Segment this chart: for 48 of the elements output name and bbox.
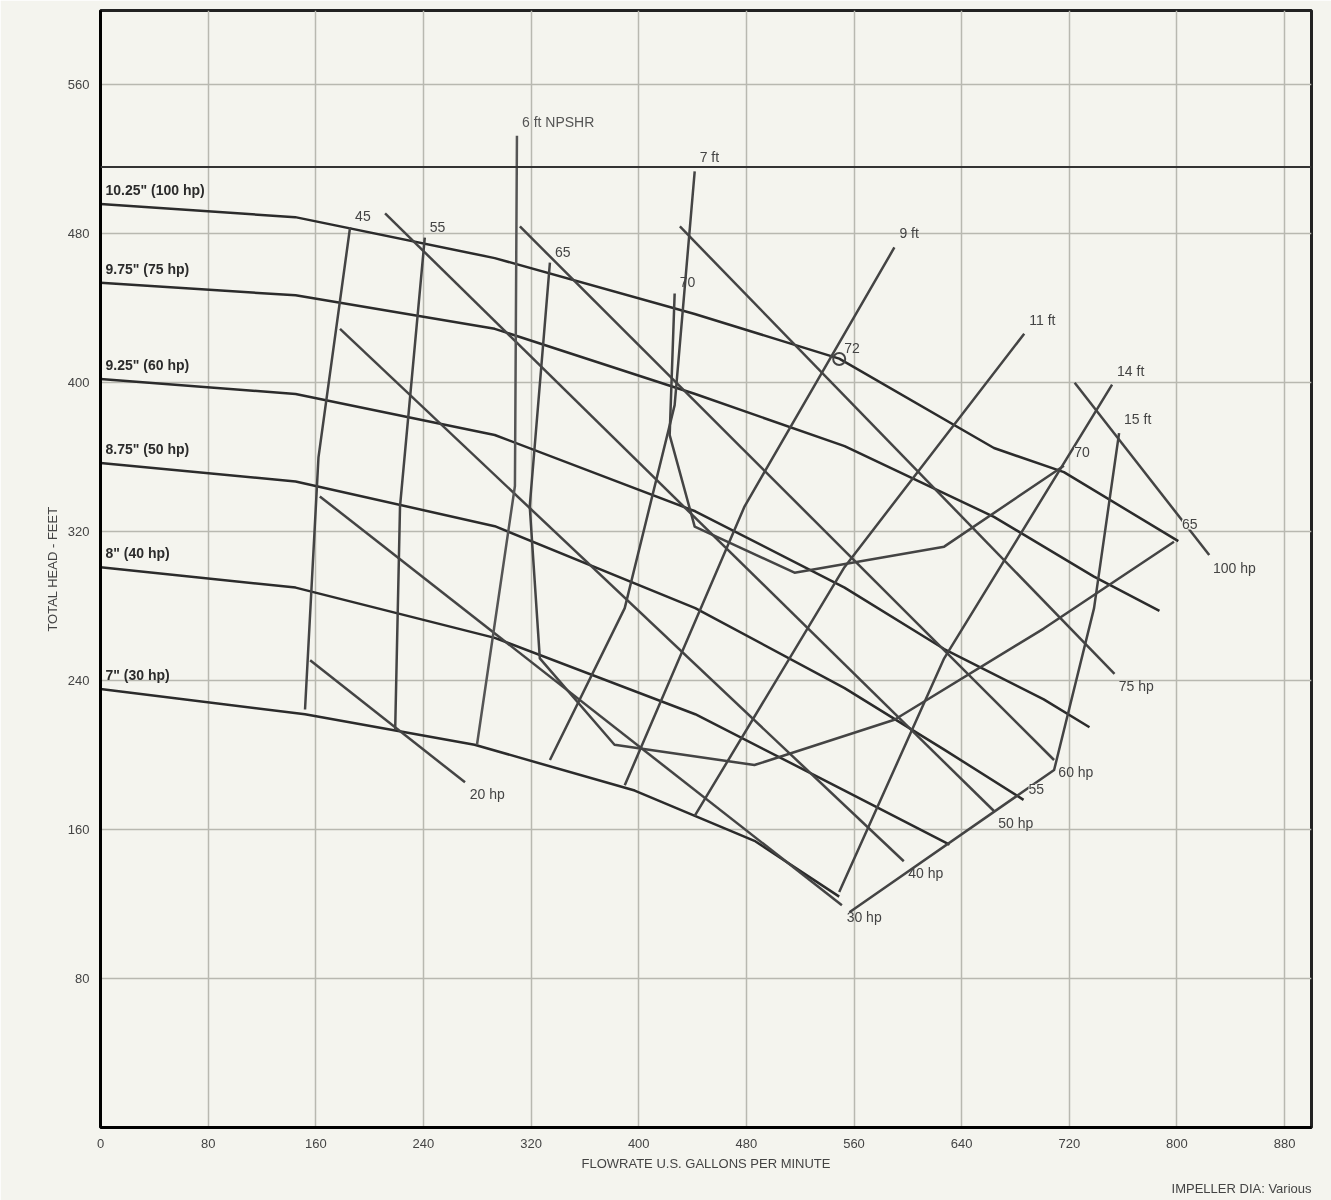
series-label: 60 hp	[1058, 764, 1094, 781]
series-label: 15 ft	[1124, 411, 1152, 428]
y-tick-label: 560	[67, 77, 90, 93]
x-tick-label: 320	[520, 1135, 542, 1151]
x-axis-title: FLOWRATE U.S. GALLONS PER MINUTE	[581, 1155, 831, 1171]
y-tick-label: 160	[67, 822, 90, 838]
series-label: 72	[844, 340, 860, 356]
series-label: 100 hp	[1212, 559, 1256, 576]
x-tick-label: 400	[627, 1135, 650, 1151]
y-tick-label: 320	[67, 524, 90, 540]
series-label: 50 hp	[998, 815, 1034, 832]
series-label: 45	[355, 208, 371, 225]
series-label: 7" (30 hp)	[105, 667, 170, 684]
annotation: 70	[1074, 443, 1091, 460]
x-tick-label: 80	[200, 1135, 216, 1151]
y-tick-label: 80	[75, 971, 90, 987]
series-label: 20 hp	[469, 786, 505, 803]
y-tick-label: 480	[67, 226, 90, 242]
x-tick-label: 800	[1166, 1135, 1188, 1151]
x-tick-label: 160	[304, 1135, 327, 1151]
x-tick-label: 240	[412, 1135, 435, 1151]
y-tick-label: 240	[67, 673, 90, 689]
x-tick-label: 720	[1058, 1135, 1081, 1151]
series-label: 30 hp	[846, 908, 882, 925]
series-label: 7 ft	[699, 149, 720, 166]
series-label: 8.75" (50 hp)	[105, 440, 190, 457]
annotation: 65	[1181, 516, 1198, 533]
series-label: 9 ft	[899, 225, 919, 242]
annotation: 55	[1028, 780, 1045, 797]
text: IMPELLER DIA: Various	[1171, 1180, 1312, 1196]
x-tick-label: 560	[843, 1135, 865, 1151]
series-label: 40 hp	[908, 865, 944, 882]
x-tick-label: 0	[96, 1135, 105, 1151]
series-label: 9.25" (60 hp)	[105, 357, 190, 374]
series-label: 6 ft NPSHR	[521, 113, 595, 130]
y-tick-label: 400	[67, 375, 90, 391]
series-label: 9.75" (75 hp)	[105, 260, 190, 277]
series-label: 14 ft	[1117, 362, 1145, 379]
series-label: 55	[429, 218, 446, 235]
x-tick-label: 640	[950, 1135, 973, 1151]
series-label: 8" (40 hp)	[105, 545, 170, 562]
series-label: 10.25" (100 hp)	[105, 182, 205, 199]
series-label: 75 hp	[1118, 678, 1154, 695]
x-tick-label: 880	[1273, 1135, 1296, 1151]
series-label: 65	[554, 243, 571, 260]
series-label: 11 ft	[1029, 311, 1056, 328]
y-axis-title: TOTAL HEAD - FEET	[44, 506, 60, 632]
x-tick-label: 480	[735, 1135, 758, 1151]
